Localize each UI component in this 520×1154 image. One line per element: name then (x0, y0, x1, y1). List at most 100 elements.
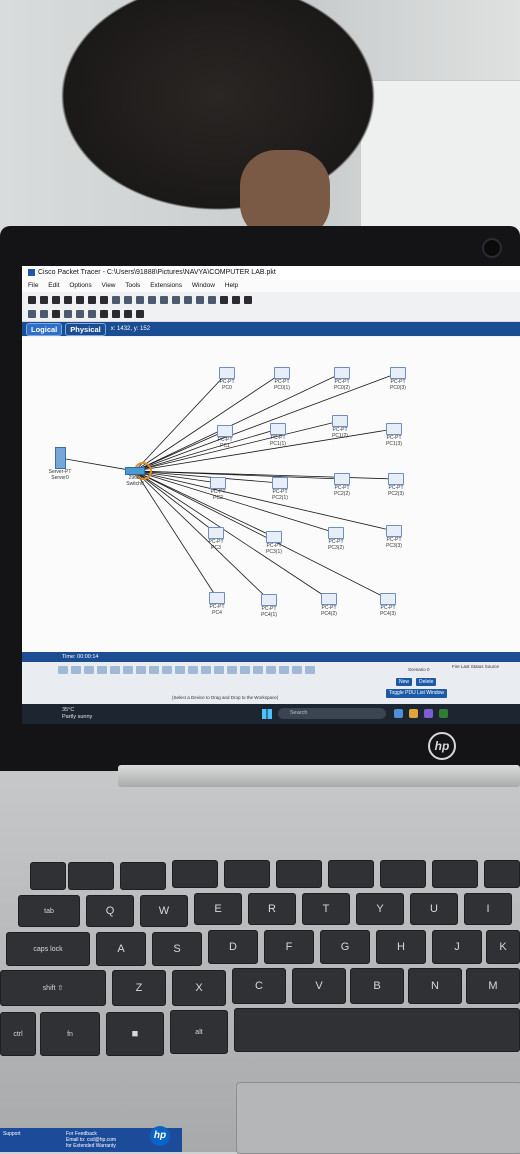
device-model-icon[interactable] (214, 666, 224, 674)
windows-start-icon[interactable] (262, 709, 272, 719)
network-link[interactable] (134, 430, 226, 472)
security-category-icon[interactable] (110, 666, 120, 674)
image-icon[interactable] (244, 295, 252, 304)
pc-device[interactable]: PC-PT PC3(1) (254, 531, 294, 555)
menu-file[interactable]: File (28, 282, 39, 289)
folder-icon[interactable] (409, 709, 418, 718)
place-note-icon[interactable] (76, 310, 84, 318)
network-link[interactable] (134, 470, 389, 600)
select-icon[interactable] (28, 310, 36, 318)
wan-emulation-icon[interactable] (123, 666, 133, 674)
store-icon[interactable] (439, 709, 448, 718)
misc-icon[interactable] (175, 666, 185, 674)
pc-device[interactable]: PC-PT PC3(3) (374, 525, 414, 549)
viewport-icon[interactable] (220, 295, 228, 304)
pc-device[interactable]: PC-PT PC0(1) (262, 367, 302, 391)
open-file-icon[interactable] (40, 295, 48, 304)
end-devices-icon[interactable] (136, 666, 146, 674)
network-link[interactable] (134, 428, 279, 472)
pc-device[interactable]: PC-PT PC0(3) (378, 367, 418, 391)
add-complex-pdu-icon[interactable] (136, 310, 144, 318)
network-link[interactable] (134, 470, 397, 480)
device-model-icon[interactable] (240, 666, 250, 674)
redo-icon[interactable] (148, 295, 156, 304)
paste-icon[interactable] (124, 295, 132, 304)
network-link[interactable] (134, 372, 399, 472)
device-model-icon[interactable] (188, 666, 198, 674)
network-link[interactable] (134, 470, 218, 599)
switch-device[interactable]: 2960- Switch0 (115, 467, 155, 487)
save-icon[interactable] (52, 295, 60, 304)
menu-tools[interactable]: Tools (125, 282, 141, 289)
network-link[interactable] (59, 457, 136, 472)
pc-device[interactable]: PC-PT PC2(3) (376, 473, 416, 497)
hub-category-icon[interactable] (84, 666, 94, 674)
pc-device[interactable]: PC-PT PC4(2) (309, 593, 349, 617)
tab-physical[interactable]: Physical (65, 322, 106, 336)
weather-widget[interactable]: 35°C Partly sunny (62, 707, 92, 721)
toggle-pdu-list-button[interactable]: Toggle PDU List Window (386, 689, 448, 698)
network-link[interactable] (134, 470, 275, 538)
pc-device[interactable]: PC-PT PC1(1) (258, 423, 298, 447)
pc-device[interactable]: PC-PT PC0(2) (322, 367, 362, 391)
pc-device[interactable]: PC-PT PC2(2) (322, 473, 362, 497)
copy-icon[interactable] (112, 295, 120, 304)
network-link[interactable] (134, 470, 330, 600)
pc-device[interactable]: PC-PT PC2(1) (260, 477, 300, 501)
network-link[interactable] (134, 372, 228, 472)
pc-device[interactable]: PC-PT PC1 (205, 425, 245, 449)
zoom-out-icon[interactable] (184, 295, 192, 304)
wireless-category-icon[interactable] (97, 666, 107, 674)
activity-wizard-icon[interactable] (88, 295, 96, 304)
scenario-select[interactable]: Scenario 0 (408, 667, 430, 672)
taskbar-search[interactable]: Search (278, 708, 386, 719)
pc-device[interactable]: PC-PT PC2 (198, 477, 238, 501)
custom-devices-icon[interactable] (208, 295, 216, 304)
switch-category-icon[interactable] (71, 666, 81, 674)
undo-icon[interactable] (136, 295, 144, 304)
pc-device[interactable]: PC-PT PC4(1) (249, 594, 289, 618)
pc-device[interactable]: PC-PT PC1(3) (374, 423, 414, 447)
print-icon[interactable] (64, 295, 72, 304)
device-model-icon[interactable] (266, 666, 276, 674)
device-model-icon[interactable] (305, 666, 315, 674)
device-model-icon[interactable] (227, 666, 237, 674)
new-scenario-button[interactable]: New (396, 678, 413, 686)
drawing-palette-icon[interactable] (196, 295, 204, 304)
pc-device[interactable]: PC-PT PC4(3) (368, 593, 408, 617)
menu-options[interactable]: Options (69, 282, 92, 289)
pc-device[interactable]: PC-PT PC1(2) (320, 415, 360, 439)
draw-shape-icon[interactable] (100, 310, 108, 318)
zoom-reset-icon[interactable] (172, 295, 180, 304)
network-link[interactable] (134, 428, 395, 472)
pc-device[interactable]: PC-PT PC3 (196, 527, 236, 551)
logical-workspace[interactable]: Server-PT Server0 2960- Switch0 PC-PT PC0… (22, 337, 520, 715)
pc-device[interactable]: PC-PT PC3(2) (316, 527, 356, 551)
delete-scenario-button[interactable]: Delete (416, 678, 437, 686)
network-link[interactable] (134, 470, 217, 534)
device-model-icon[interactable] (253, 666, 263, 674)
draw-line-icon[interactable] (88, 310, 96, 318)
device-model-icon[interactable] (201, 666, 211, 674)
device-model-icon[interactable] (292, 666, 302, 674)
menu-extensions[interactable]: Extensions (150, 282, 183, 289)
resize-shape-icon[interactable] (64, 310, 72, 318)
connections-icon[interactable] (162, 666, 172, 674)
web-icon[interactable] (232, 295, 240, 304)
network-link[interactable] (134, 372, 343, 472)
menu-window[interactable]: Window (191, 282, 215, 289)
paint-icon[interactable] (112, 310, 120, 318)
delete-tool-icon[interactable] (52, 310, 60, 318)
network-link[interactable] (134, 372, 283, 472)
network-link[interactable] (134, 470, 219, 484)
menu-edit[interactable]: Edit (48, 282, 60, 289)
file-explorer-icon[interactable] (394, 709, 403, 718)
inspect-icon[interactable] (40, 310, 48, 318)
menu-view[interactable]: View (101, 282, 116, 289)
tab-logical[interactable]: Logical (26, 322, 63, 336)
menu-help[interactable]: Help (224, 282, 239, 289)
device-model-icon[interactable] (279, 666, 289, 674)
app-icon[interactable] (424, 709, 433, 718)
add-simple-pdu-icon[interactable] (124, 310, 132, 318)
network-link[interactable] (134, 470, 281, 484)
